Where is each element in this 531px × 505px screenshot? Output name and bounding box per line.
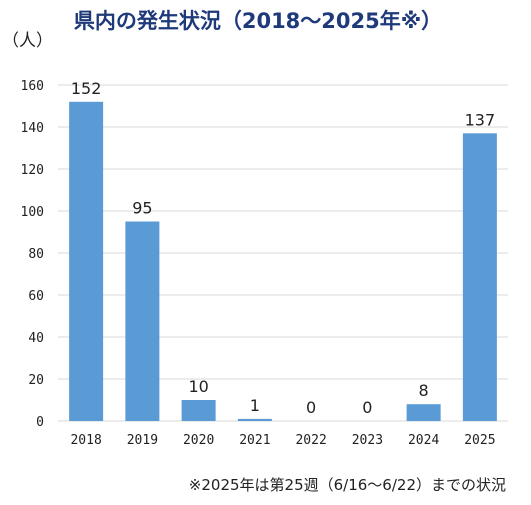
x-tick-label: 2023 (352, 433, 383, 448)
data-label: 10 (188, 377, 208, 396)
y-tick-label: 140 (21, 121, 44, 136)
y-tick-label: 100 (21, 205, 44, 220)
y-axis-ticks: 0 20 40 60 80 100 120 140 160 (21, 79, 44, 430)
x-tick-label: 2021 (239, 433, 270, 448)
bar (181, 400, 216, 421)
data-label: 1 (250, 396, 260, 415)
data-label: 95 (132, 199, 152, 218)
x-tick-label: 2025 (464, 433, 495, 448)
y-tick-label: 60 (28, 289, 44, 304)
y-tick-label: 120 (21, 163, 44, 178)
bar (125, 221, 160, 421)
data-label: 8 (419, 381, 429, 400)
y-tick-label: 80 (28, 247, 44, 262)
bar (69, 101, 104, 422)
y-tick-label: 40 (28, 331, 44, 346)
data-label: 152 (71, 79, 102, 98)
x-tick-label: 2020 (183, 433, 214, 448)
bar (406, 404, 441, 421)
x-tick-label: 2018 (70, 433, 101, 448)
x-tick-label: 2019 (127, 433, 158, 448)
x-tick-label: 2024 (408, 433, 439, 448)
y-tick-label: 160 (21, 79, 44, 94)
chart-title: 県内の発生状況（2018～2025年※） (74, 9, 442, 33)
y-tick-label: 0 (36, 415, 44, 430)
data-label: 0 (306, 398, 316, 417)
x-tick-label: 2022 (295, 433, 326, 448)
x-axis-ticks: 2018 2019 2020 2021 2022 2023 2024 2025 (70, 433, 495, 448)
data-label: 0 (362, 398, 372, 417)
bar (237, 418, 272, 421)
y-axis-unit-label: （人） (2, 31, 53, 51)
bars (69, 101, 497, 422)
footnote: ※2025年は第25週（6/16～6/22）までの状況 (189, 476, 506, 494)
data-label: 137 (465, 110, 496, 129)
y-tick-label: 20 (28, 373, 44, 388)
bar (462, 133, 497, 422)
